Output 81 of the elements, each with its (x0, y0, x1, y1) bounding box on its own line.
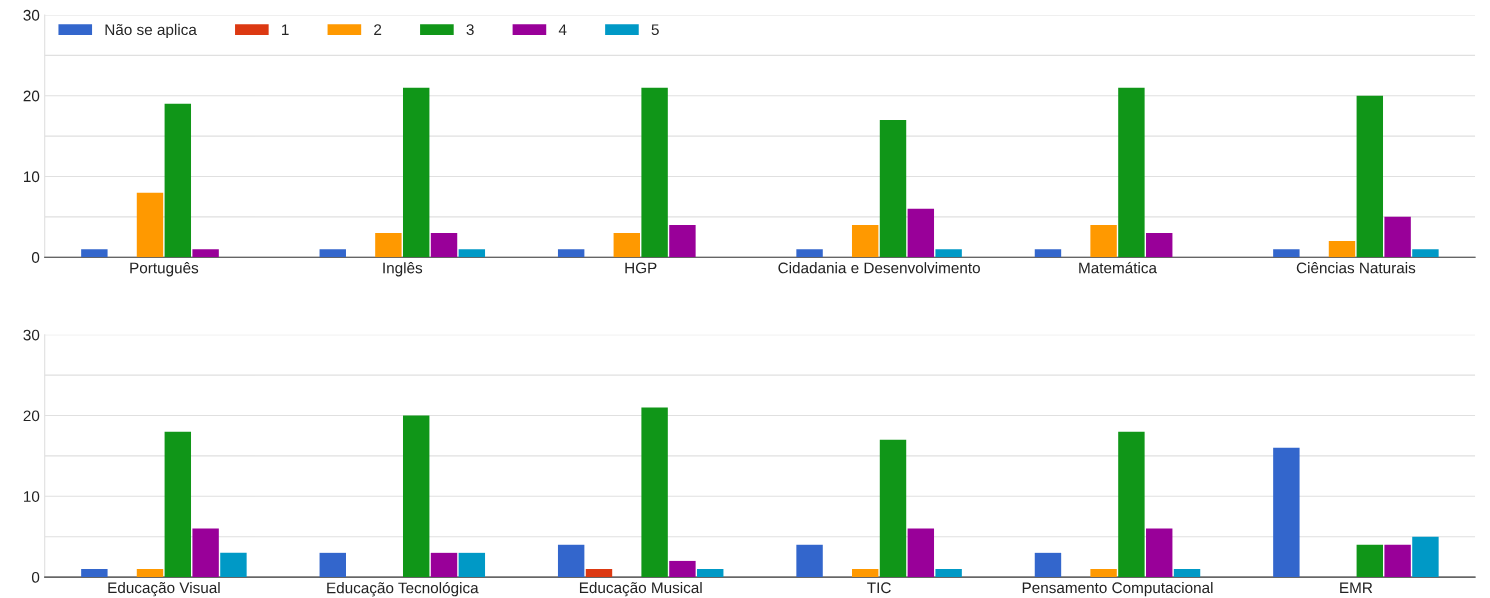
bar (851, 568, 879, 578)
bar (1034, 552, 1062, 578)
bar (458, 249, 486, 258)
bar (796, 249, 823, 258)
bar (1146, 233, 1173, 258)
x-tick-label: Português (130, 262, 199, 277)
bar (613, 233, 640, 258)
bar (907, 208, 935, 258)
x-tick-label: Pensamento Computacional (1022, 581, 1213, 597)
x-tick-label: Educação Musical (579, 581, 702, 597)
bar (697, 568, 724, 578)
bar (458, 552, 486, 578)
bar (641, 407, 668, 578)
x-tick-label: Educação Visual (108, 581, 220, 597)
bar (81, 568, 108, 578)
bar (1412, 249, 1439, 258)
bar (1328, 241, 1356, 258)
bar (1173, 568, 1201, 578)
bar (879, 119, 907, 258)
bar (136, 568, 164, 578)
bar (879, 439, 907, 578)
bar (1384, 544, 1411, 578)
x-tick-label: HGP (625, 262, 657, 274)
bar (1118, 87, 1145, 258)
x-tick-label: Educação Tecnológica (327, 581, 479, 597)
bar (557, 249, 585, 258)
bar (375, 233, 402, 258)
y-tick-label: 20 (23, 90, 40, 102)
bar (935, 249, 962, 258)
bar (641, 87, 668, 258)
y-tick-label: 20 (23, 410, 40, 422)
bar (319, 552, 346, 578)
x-tick-label: Cidadania e Desenvolvimento (778, 262, 980, 274)
legend-label: 1 (282, 24, 289, 35)
legend-label: 4 (558, 24, 567, 35)
x-tick-label: EMR (1340, 582, 1373, 593)
bar (935, 568, 962, 578)
bar (403, 87, 430, 258)
bar (220, 552, 247, 578)
x-tick-label: Matemática (1079, 261, 1157, 274)
bar (1356, 95, 1384, 258)
bar (164, 103, 192, 258)
legend-label: 5 (651, 24, 659, 36)
bar (1412, 536, 1439, 578)
bar (907, 528, 935, 578)
bar (796, 544, 823, 578)
legend-label: Não se aplica (105, 23, 197, 39)
y-tick-label: 10 (24, 171, 40, 183)
x-tick-label: TIC (867, 582, 891, 594)
bar (1146, 528, 1173, 578)
y-tick-label: 0 (31, 571, 40, 583)
bar (669, 224, 696, 258)
bar (430, 233, 458, 258)
bar (669, 560, 696, 578)
bar (1090, 224, 1117, 258)
bar (81, 249, 108, 258)
bar (192, 528, 219, 578)
bar (136, 192, 164, 258)
bar (192, 249, 219, 258)
bar (430, 552, 458, 578)
bar (1384, 216, 1411, 258)
bar (1118, 431, 1145, 578)
legend-label: 2 (374, 24, 382, 35)
bar (1090, 568, 1117, 578)
y-tick-label: 0 (31, 252, 40, 263)
legend-label: 3 (466, 24, 474, 36)
bar (403, 415, 430, 578)
bar (1356, 544, 1384, 578)
x-tick-label: Ciências Naturais (1296, 262, 1416, 274)
bar (557, 544, 585, 578)
y-tick-label: 30 (23, 329, 40, 341)
bar (585, 568, 613, 578)
x-tick-label: Inglês (383, 262, 423, 277)
bar (1034, 249, 1062, 258)
bar (1273, 249, 1300, 258)
bar (851, 224, 879, 258)
bar (164, 431, 192, 578)
y-tick-label: 10 (24, 491, 40, 502)
bar (319, 249, 346, 258)
y-tick-label: 30 (23, 9, 40, 21)
bar (1273, 447, 1300, 578)
